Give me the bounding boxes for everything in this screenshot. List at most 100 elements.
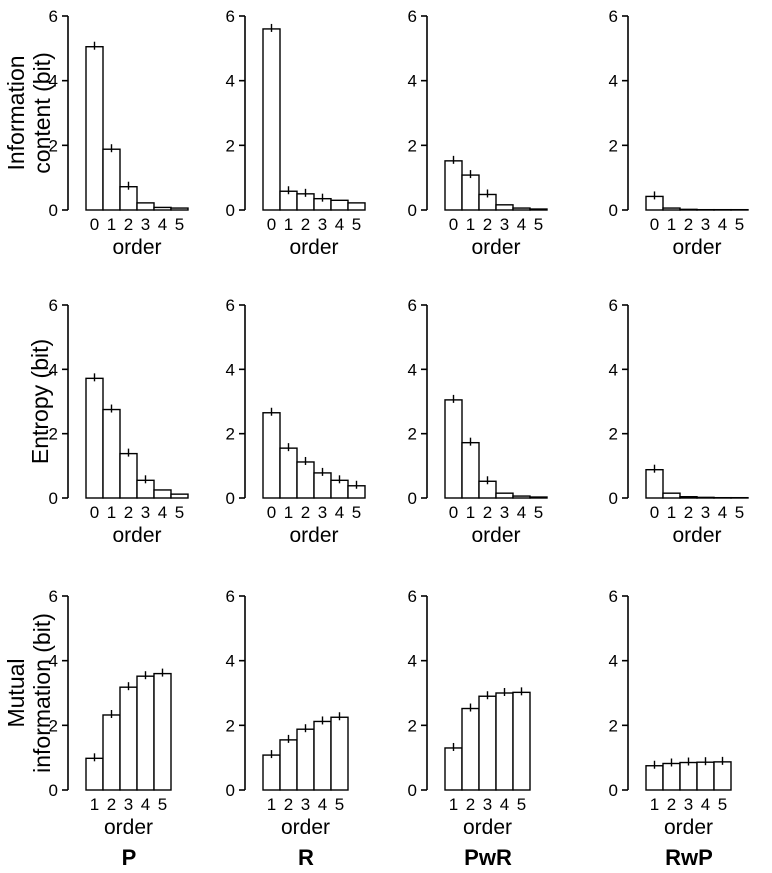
panel-r0-R-ytick-label: 6 [226, 7, 235, 26]
row-2-ylabel-line: information (bit) [29, 613, 55, 773]
panel-r0-RwP-ytick-label: 4 [609, 72, 618, 91]
panel-r1-P-ytick-label: 0 [49, 489, 58, 508]
panel-r2-RwP-bar-2 [662, 762, 681, 791]
panel-r1-PwR-bar-5 [529, 496, 548, 499]
panel-r1-R-bar-0 [262, 412, 281, 499]
panel-r2-RwP-bar-4 [696, 761, 715, 791]
panel-r2-PwR-order-label: 5 [517, 795, 526, 814]
panel-r2-P-bar-3 [119, 686, 138, 791]
panel-r1-P-order-label: 3 [141, 503, 150, 522]
panel-r0-PwR-bar-1 [461, 174, 480, 211]
panel-r2-RwP-ytick-label: 0 [609, 781, 618, 800]
panel-r2-PwR-order-label: 4 [500, 795, 509, 814]
panel-r2-R-bar-5 [330, 716, 349, 791]
panel-r2-PwR-ytick-label: 6 [408, 587, 417, 606]
panel-r2-RwP-order-label: 3 [684, 795, 693, 814]
panel-r1-RwP-ytick-label: 0 [609, 489, 618, 508]
panel-r1-RwP-bar-1 [662, 492, 681, 499]
panel-r0-PwR-order-label: 3 [500, 215, 509, 234]
panel-r0-PwR-order-label: 0 [449, 215, 458, 234]
panel-r2-R-xlabel: order [281, 816, 330, 839]
panel-r0-R-order-label: 3 [318, 215, 327, 234]
panel-r0-P-order-label: 0 [90, 215, 99, 234]
panel-r1-P-order-label: 0 [90, 503, 99, 522]
column-title-RwP: RwP [665, 845, 713, 870]
column-title-P: P [122, 845, 137, 870]
panel-r0-R-order-label: 2 [301, 215, 310, 234]
panel-r0-PwR-ytick-label: 4 [408, 72, 417, 91]
panel-r1-P-bar-0 [85, 377, 104, 499]
panel-r0-P-bar-3 [136, 202, 155, 211]
panel-r0-P-order-label: 4 [158, 215, 167, 234]
panel-r2-R-bar-1 [262, 754, 281, 791]
panel-r1-P-bar-2 [119, 452, 138, 499]
panel-r0-R-order-label: 0 [267, 215, 276, 234]
panel-r2-RwP-xlabel: order [664, 816, 713, 839]
panel-r2-PwR-bar-2 [461, 707, 480, 791]
panel-r1-PwR-ytick-label: 6 [408, 296, 417, 315]
panel-r2-R-ytick-label: 0 [226, 781, 235, 800]
panel-r0-RwP-bar-2 [679, 208, 698, 211]
panel-r0-P-bar-2 [119, 186, 138, 211]
panel-r2-P-ytick-label: 4 [49, 652, 58, 671]
panel-r1-RwP-bar-2 [679, 496, 698, 499]
panel-r2-PwR-order-label: 3 [483, 795, 492, 814]
panel-r2-P-ytick-label: 6 [49, 587, 58, 606]
panel-r1-P-order-label: 2 [124, 503, 133, 522]
panel-r0-P-ytick-label: 6 [49, 7, 58, 26]
panel-r2-P-order-label: 4 [141, 795, 150, 814]
panel-r1-P-ytick-label: 4 [49, 360, 58, 379]
panel-r1-RwP-order-label: 5 [735, 503, 744, 522]
panel-r1-R-order-label: 2 [301, 503, 310, 522]
panel-r2-PwR-order-label: 1 [449, 795, 458, 814]
panel-r2-P-ytick-label: 0 [49, 781, 58, 800]
panel-r2-R-order-label: 5 [335, 795, 344, 814]
panel-r0-R-order-label: 4 [335, 215, 344, 234]
panel-r1-PwR-ytick-label: 0 [408, 489, 417, 508]
panel-r1-RwP-order-label: 3 [701, 503, 710, 522]
panel-r1-R-order-label: 5 [352, 503, 361, 522]
column-title-R: R [298, 845, 314, 870]
panel-r0-R-xlabel: order [289, 236, 338, 259]
panel-r1-P-bar-4 [153, 489, 172, 499]
panel-r1-PwR-bar-3 [495, 492, 514, 499]
panel-r1-RwP-bar-3 [696, 496, 715, 499]
panel-r0-P-bar-0 [85, 46, 104, 211]
panel-r2-PwR-xlabel: order [463, 816, 512, 839]
panel-r0-PwR-order-label: 4 [517, 215, 526, 234]
panel-r2-R-order-label: 3 [301, 795, 310, 814]
panel-r0-RwP-order-label: 5 [735, 215, 744, 234]
panel-r0-RwP-ytick-label: 6 [609, 7, 618, 26]
panel-r2-RwP-order-label: 1 [650, 795, 659, 814]
panel-r0-P-bar-4 [153, 206, 172, 211]
panel-r2-R-order-label: 1 [267, 795, 276, 814]
panel-r0-PwR-ytick-label: 6 [408, 7, 417, 26]
row-2-ylabel-line: Mutual [3, 658, 29, 727]
panel-r2-R-ytick-label: 2 [226, 716, 235, 735]
panel-r2-PwR-bar-1 [444, 747, 463, 791]
panel-r2-RwP-bar-3 [679, 761, 698, 791]
panel-r0-R-ytick-label: 2 [226, 136, 235, 155]
panel-r0-P-order-label: 5 [175, 215, 184, 234]
column-title-PwR: PwR [464, 845, 512, 870]
panel-r2-PwR-bar-3 [478, 695, 497, 791]
panel-r2-P-bar-2 [102, 714, 121, 791]
panel-r0-RwP-order-label: 2 [684, 215, 693, 234]
panel-r2-RwP-bar-5 [713, 761, 732, 791]
panel-r1-PwR-order-label: 2 [483, 503, 492, 522]
panel-r1-PwR-ytick-label: 2 [408, 425, 417, 444]
panel-r0-P-bar-1 [102, 148, 121, 211]
panel-r2-PwR-ytick-label: 2 [408, 716, 417, 735]
panel-r2-RwP-order-label: 4 [701, 795, 710, 814]
panel-r2-PwR-ytick-label: 0 [408, 781, 417, 800]
panel-r1-R-bar-1 [279, 447, 298, 499]
panel-r2-PwR-ytick-label: 4 [408, 652, 417, 671]
panel-r1-PwR-order-label: 3 [500, 503, 509, 522]
panel-r0-RwP-order-label: 0 [650, 215, 659, 234]
panel-r0-RwP-xlabel: order [672, 236, 721, 259]
panel-r1-P-bar-1 [102, 408, 121, 499]
panel-r2-P-order-label: 5 [158, 795, 167, 814]
panel-r2-RwP-ytick-label: 2 [609, 716, 618, 735]
panel-r1-P-order-label: 4 [158, 503, 167, 522]
panel-r0-RwP-order-label: 1 [667, 215, 676, 234]
